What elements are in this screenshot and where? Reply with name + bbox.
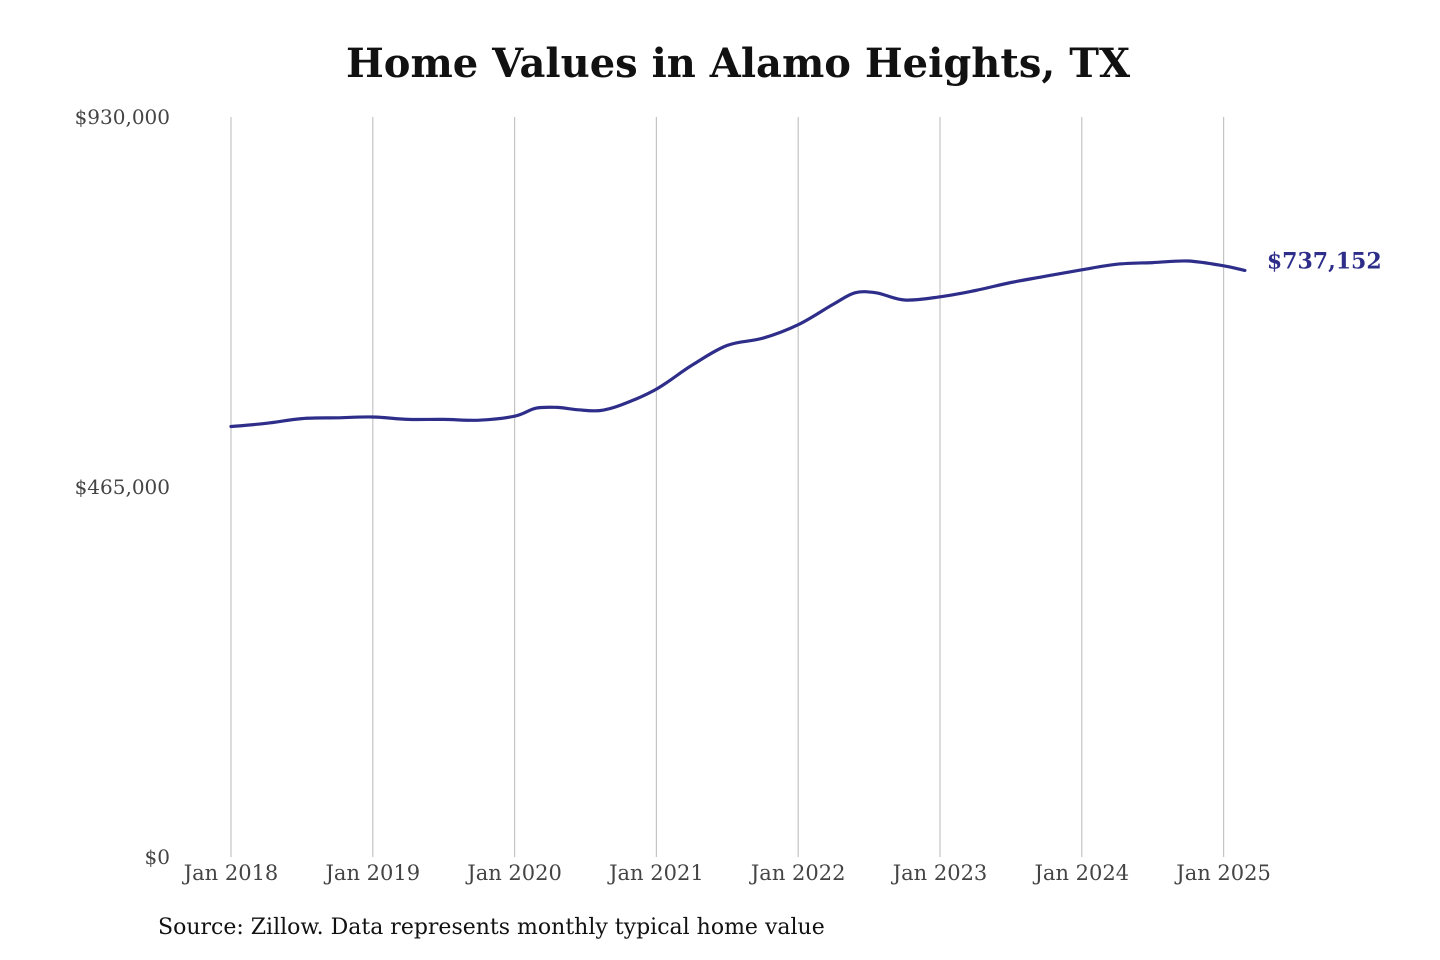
y-tick-label: $465,000 <box>75 475 170 499</box>
chart-title: Home Values in Alamo Heights, TX <box>345 40 1131 87</box>
x-tick-label: Jan 2021 <box>607 861 704 885</box>
gridlines <box>230 117 1225 857</box>
series-line <box>229 259 1247 429</box>
end-value-label: $737,152 <box>1267 248 1382 274</box>
x-tick-label: Jan 2023 <box>891 861 988 885</box>
x-tick-label: Jan 2020 <box>465 861 562 885</box>
x-tick-label: Jan 2018 <box>182 861 279 885</box>
x-tick-label: Jan 2019 <box>324 861 421 885</box>
x-tick-label: Jan 2025 <box>1174 861 1271 885</box>
y-tick-label: $930,000 <box>75 105 170 129</box>
y-axis-ticks: $930,000 $465,000 $0 <box>75 105 170 869</box>
y-tick-label: $0 <box>145 845 170 869</box>
source-note: Source: Zillow. Data represents monthly … <box>158 915 825 940</box>
x-tick-label: Jan 2022 <box>749 861 846 885</box>
x-axis-ticks: Jan 2018 Jan 2019 Jan 2020 Jan 2021 Jan 2022… <box>182 861 1271 885</box>
x-tick-label: Jan 2024 <box>1033 861 1130 885</box>
